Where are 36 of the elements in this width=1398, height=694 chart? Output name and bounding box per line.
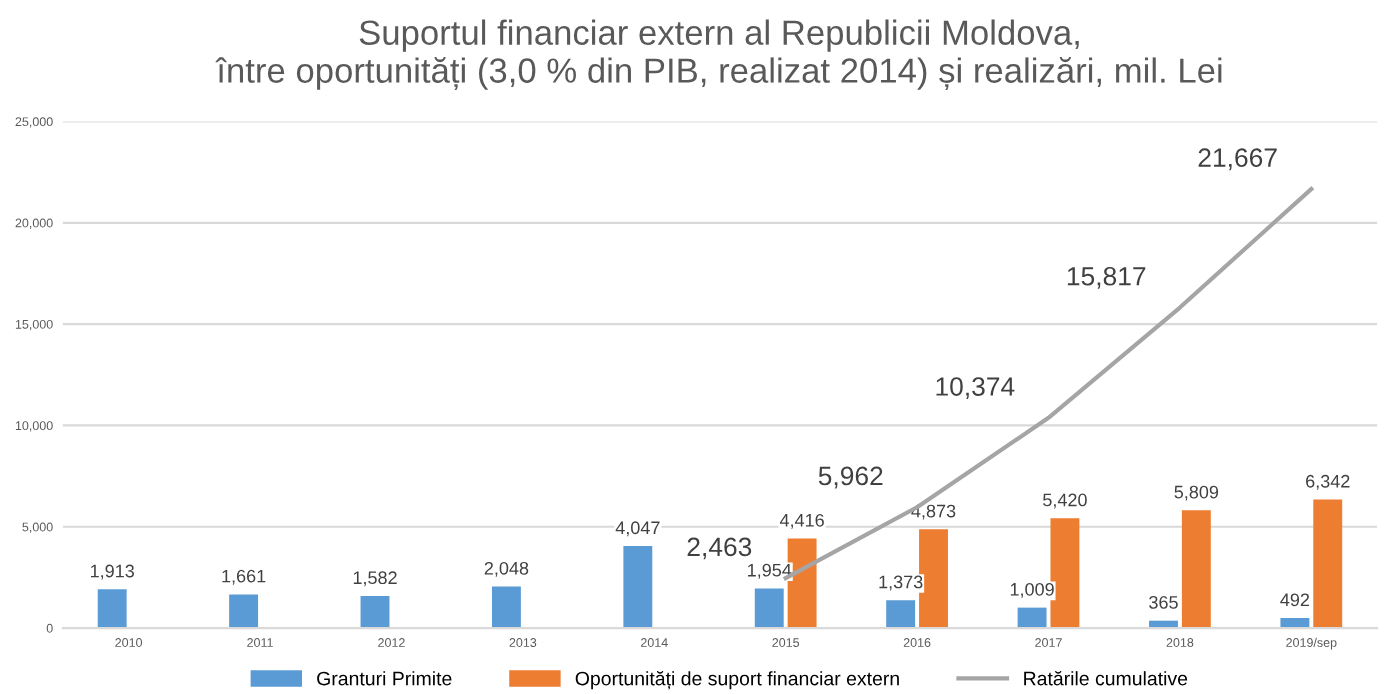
bar [491,586,521,629]
data-label: 21,667 [1198,148,1277,171]
legend-label: Granturi Primite [317,671,452,686]
bar [97,589,127,629]
bar [1280,618,1310,629]
bar [229,594,259,629]
data-label: 1,373 [879,575,923,591]
data-label: 1,913 [90,564,134,580]
data-label: 5,809 [1174,485,1219,501]
data-label: 365 [1149,595,1178,609]
legend-label: Oportunități de suport financiar extern [575,670,899,690]
bar [1050,518,1080,629]
bar [1313,499,1343,629]
bar [1181,510,1211,629]
data-label: 2,048 [484,561,529,577]
bar [1017,607,1047,629]
data-label: 1,954 [748,563,792,579]
bar [919,529,948,629]
data-label: 5,420 [1043,493,1087,509]
data-label: 4,047 [615,521,660,537]
data-label: 10,374 [936,377,1015,399]
bar [886,600,916,629]
data-label: 492 [1280,593,1310,607]
legend-label: Ratările cumulative [1024,670,1188,686]
data-label: 6,342 [1306,474,1350,490]
data-label: 1,582 [353,571,397,587]
data-label: 4,416 [779,513,824,529]
data-label: 1,009 [1010,582,1054,598]
data-label: 15,817 [1067,266,1146,289]
bar [360,596,390,629]
data-label: 5,962 [818,466,883,489]
data-label: 2,463 [687,537,752,560]
bar [623,546,653,629]
data-label: 1,661 [222,569,266,585]
bar [754,588,784,629]
chart-title: Suportul financiar extern al Republicii Moldova, între oportunități (3,0 % din PIB, realizat 2014) și realizări, mil. Lei [215,19,1222,90]
